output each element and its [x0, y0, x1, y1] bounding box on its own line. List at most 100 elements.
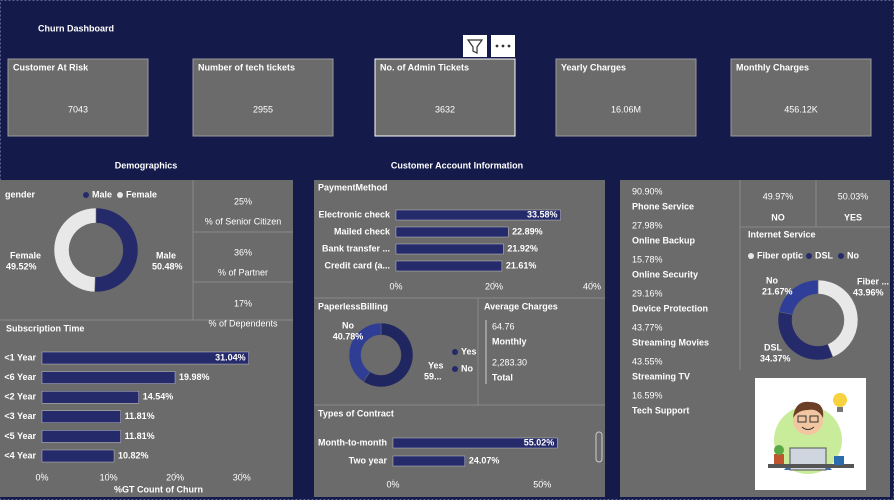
card-value: 17%	[234, 298, 252, 308]
y-tick-label: <4 Year	[4, 450, 36, 460]
kpi-card	[374, 58, 516, 137]
y-tick-label: <2 Year	[4, 392, 36, 402]
kpi-card	[555, 58, 697, 137]
bar	[395, 260, 503, 272]
service-value: 43.77%	[632, 322, 663, 332]
service-label: Online Security	[632, 269, 698, 279]
legend-label: Male	[92, 189, 112, 199]
slice-value: 59...	[424, 371, 442, 381]
split-label: YES	[844, 212, 862, 222]
section-title: Demographics	[115, 160, 178, 170]
kpi-label: Customer At Risk	[13, 62, 89, 72]
donut-slice	[348, 322, 382, 383]
service-label: Phone Service	[632, 201, 694, 211]
legend-title: gender	[5, 189, 36, 199]
legend-swatch	[806, 253, 812, 259]
kpi-card	[7, 58, 149, 137]
x-tick-label: 40%	[583, 281, 601, 291]
legend-swatch	[452, 366, 458, 372]
legend-swatch	[452, 349, 458, 355]
donut-slice	[363, 322, 414, 388]
slice-value: 34.37%	[760, 353, 791, 363]
service-value: 15.78%	[632, 254, 663, 264]
kpi-label: No. of Admin Tickets	[380, 62, 469, 72]
bar-value-label: 14.54%	[143, 392, 174, 402]
kpi-value: 2955	[253, 104, 273, 114]
card-value: 36%	[234, 247, 252, 257]
charge-label: Total	[492, 372, 513, 382]
legend-swatch	[117, 192, 123, 198]
donut-slice	[94, 207, 139, 293]
slice-value: 21.67%	[762, 286, 793, 296]
section-title: Customer Account Information	[391, 160, 523, 170]
legend-label: Fiber optic	[757, 250, 803, 260]
slice-value: 43.96%	[853, 287, 884, 297]
legend-swatch	[83, 192, 89, 198]
legend-label: No	[461, 363, 473, 373]
x-tick-label: 50%	[533, 479, 551, 489]
x-tick-label: 0%	[35, 472, 48, 482]
chart-title: PaperlessBilling	[318, 301, 388, 311]
x-tick-label: 30%	[233, 472, 251, 482]
kpi-value: 3632	[435, 104, 455, 114]
kpi-value: 16.06M	[611, 104, 641, 114]
bar-value-label: 31.04%	[215, 352, 246, 362]
bar-value-label: 10.82%	[118, 450, 149, 460]
scrollbar[interactable]	[595, 431, 603, 463]
x-tick-label: 10%	[100, 472, 118, 482]
kpi-label: Monthly Charges	[736, 62, 809, 72]
y-tick-label: Credit card (a...	[324, 260, 390, 270]
card-label: % of Dependents	[208, 318, 278, 328]
y-tick-label: Month-to-month	[318, 437, 387, 447]
bar	[41, 371, 176, 384]
service-value: 90.90%	[632, 186, 663, 196]
bar	[41, 351, 249, 365]
donut-slice	[778, 279, 819, 315]
y-tick-label: <1 Year	[4, 352, 36, 362]
service-label: Streaming TV	[632, 371, 690, 381]
split-value: 50.03%	[838, 191, 869, 201]
bar	[395, 209, 561, 221]
charge-value: 2,283.30	[492, 357, 527, 367]
split-label: NO	[771, 212, 785, 222]
slice-label: Fiber ...	[857, 276, 889, 286]
y-tick-label: <3 Year	[4, 411, 36, 421]
chart-title: Internet Service	[748, 229, 816, 239]
split-value: 49.97%	[763, 191, 794, 201]
legend-label: DSL	[815, 250, 834, 260]
panel-dividers	[0, 180, 890, 406]
kpi-label: Number of tech tickets	[198, 62, 295, 72]
slice-value: 50.48%	[152, 261, 183, 271]
bar	[41, 391, 139, 404]
y-tick-label: <5 Year	[4, 431, 36, 441]
slice-label: No	[342, 320, 354, 330]
toolbar	[463, 35, 515, 57]
bar	[395, 243, 504, 255]
card-value: 25%	[234, 196, 252, 206]
x-tick-label: 0%	[386, 479, 399, 489]
x-tick-label: 20%	[166, 472, 184, 482]
y-tick-label: Bank transfer ...	[322, 243, 390, 253]
chart-title: PaymentMethod	[318, 182, 388, 192]
kpi-card	[192, 58, 334, 137]
service-value: 27.98%	[632, 220, 663, 230]
dashboard-title: Churn Dashboard	[38, 23, 114, 33]
filter-button[interactable]	[463, 35, 487, 57]
bar	[392, 437, 558, 449]
service-label: Device Protection	[632, 303, 708, 313]
slice-label: Female	[10, 250, 41, 260]
y-tick-label: Electronic check	[318, 209, 391, 219]
kpi-label: Yearly Charges	[561, 62, 626, 72]
slice-value: 49.52%	[6, 261, 37, 271]
y-tick-label: <6 Year	[4, 372, 36, 382]
kpi-value: 456.12K	[784, 104, 818, 114]
bar-value-label: 19.98%	[179, 372, 210, 382]
bar-value-label: 55.02%	[524, 437, 555, 447]
bar-value-label: 24.07%	[469, 455, 500, 465]
charge-label: Monthly	[492, 336, 527, 346]
service-value: 29.16%	[632, 288, 663, 298]
legend-swatch	[748, 253, 754, 259]
legend-label: Female	[126, 189, 157, 199]
bar-value-label: 11.81%	[125, 411, 155, 421]
